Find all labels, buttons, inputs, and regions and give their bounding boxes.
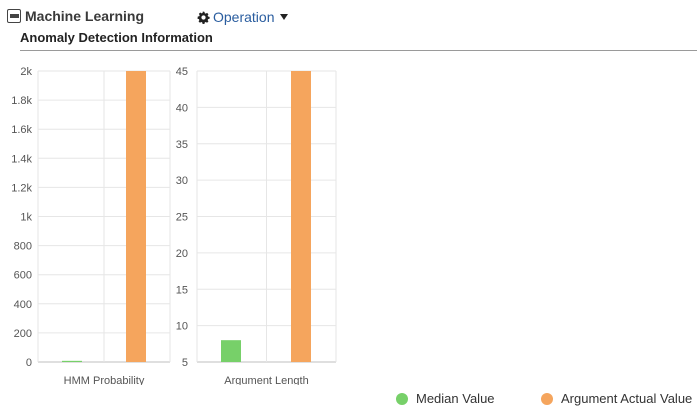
header-bar: Machine Learning Operation — [0, 0, 697, 32]
y-tick-label: 800 — [14, 241, 32, 253]
y-tick-label: 600 — [14, 270, 32, 282]
y-tick-label: 1.6k — [11, 124, 32, 136]
y-tick-label: 200 — [14, 328, 32, 340]
y-tick-label: 1.2k — [11, 182, 32, 194]
y-tick-label: 10 — [176, 321, 188, 333]
anomaly-charts: 0 200 400 600 800 1k 1.2k 1.4k 1.6k 1.8k 2k HMM Pro… — [11, 66, 337, 385]
caret-down-icon — [280, 14, 289, 20]
x-axis-label: Argument Length — [224, 375, 308, 385]
bar-median — [221, 340, 241, 362]
chart-legend: Median Value Argument Actual Value — [0, 388, 697, 412]
bar-actual — [126, 71, 146, 362]
y-tick-label: 400 — [14, 299, 32, 311]
y-tick-label: 5 — [182, 357, 188, 369]
legend-item-actual[interactable]: Argument Actual Value — [541, 391, 692, 406]
y-tick-label: 1.8k — [11, 95, 32, 107]
y-tick-label: 30 — [176, 175, 188, 187]
bar-actual — [291, 71, 311, 362]
y-tick-label: 45 — [176, 66, 188, 78]
app-title: Machine Learning — [25, 8, 145, 24]
y-tick-label: 1k — [20, 212, 32, 224]
gear-icon — [197, 10, 210, 24]
operation-dropdown[interactable]: Operation — [197, 8, 289, 26]
y-tick-label: 0 — [26, 357, 32, 369]
bar-median — [62, 360, 82, 362]
collapse-panel-icon[interactable] — [7, 9, 21, 23]
y-tick-label: 40 — [176, 102, 188, 114]
legend-swatch-median — [396, 392, 408, 405]
y-tick-label: 1.4k — [11, 153, 32, 165]
legend-swatch-actual — [541, 392, 553, 405]
x-axis-label: HMM Probability — [64, 375, 145, 385]
y-tick-label: 35 — [176, 139, 188, 151]
legend-label-actual: Argument Actual Value — [561, 391, 693, 406]
section-title: Anomaly Detection Information — [20, 30, 213, 45]
y-tick-label: 25 — [176, 212, 188, 224]
section-divider — [20, 50, 697, 51]
legend-label-median: Median Value — [416, 391, 495, 406]
legend-item-median[interactable]: Median Value — [396, 391, 495, 406]
operation-label: Operation — [213, 9, 275, 25]
y-tick-label: 2k — [20, 66, 32, 78]
y-tick-label: 20 — [176, 248, 188, 260]
y-tick-label: 15 — [176, 284, 188, 296]
